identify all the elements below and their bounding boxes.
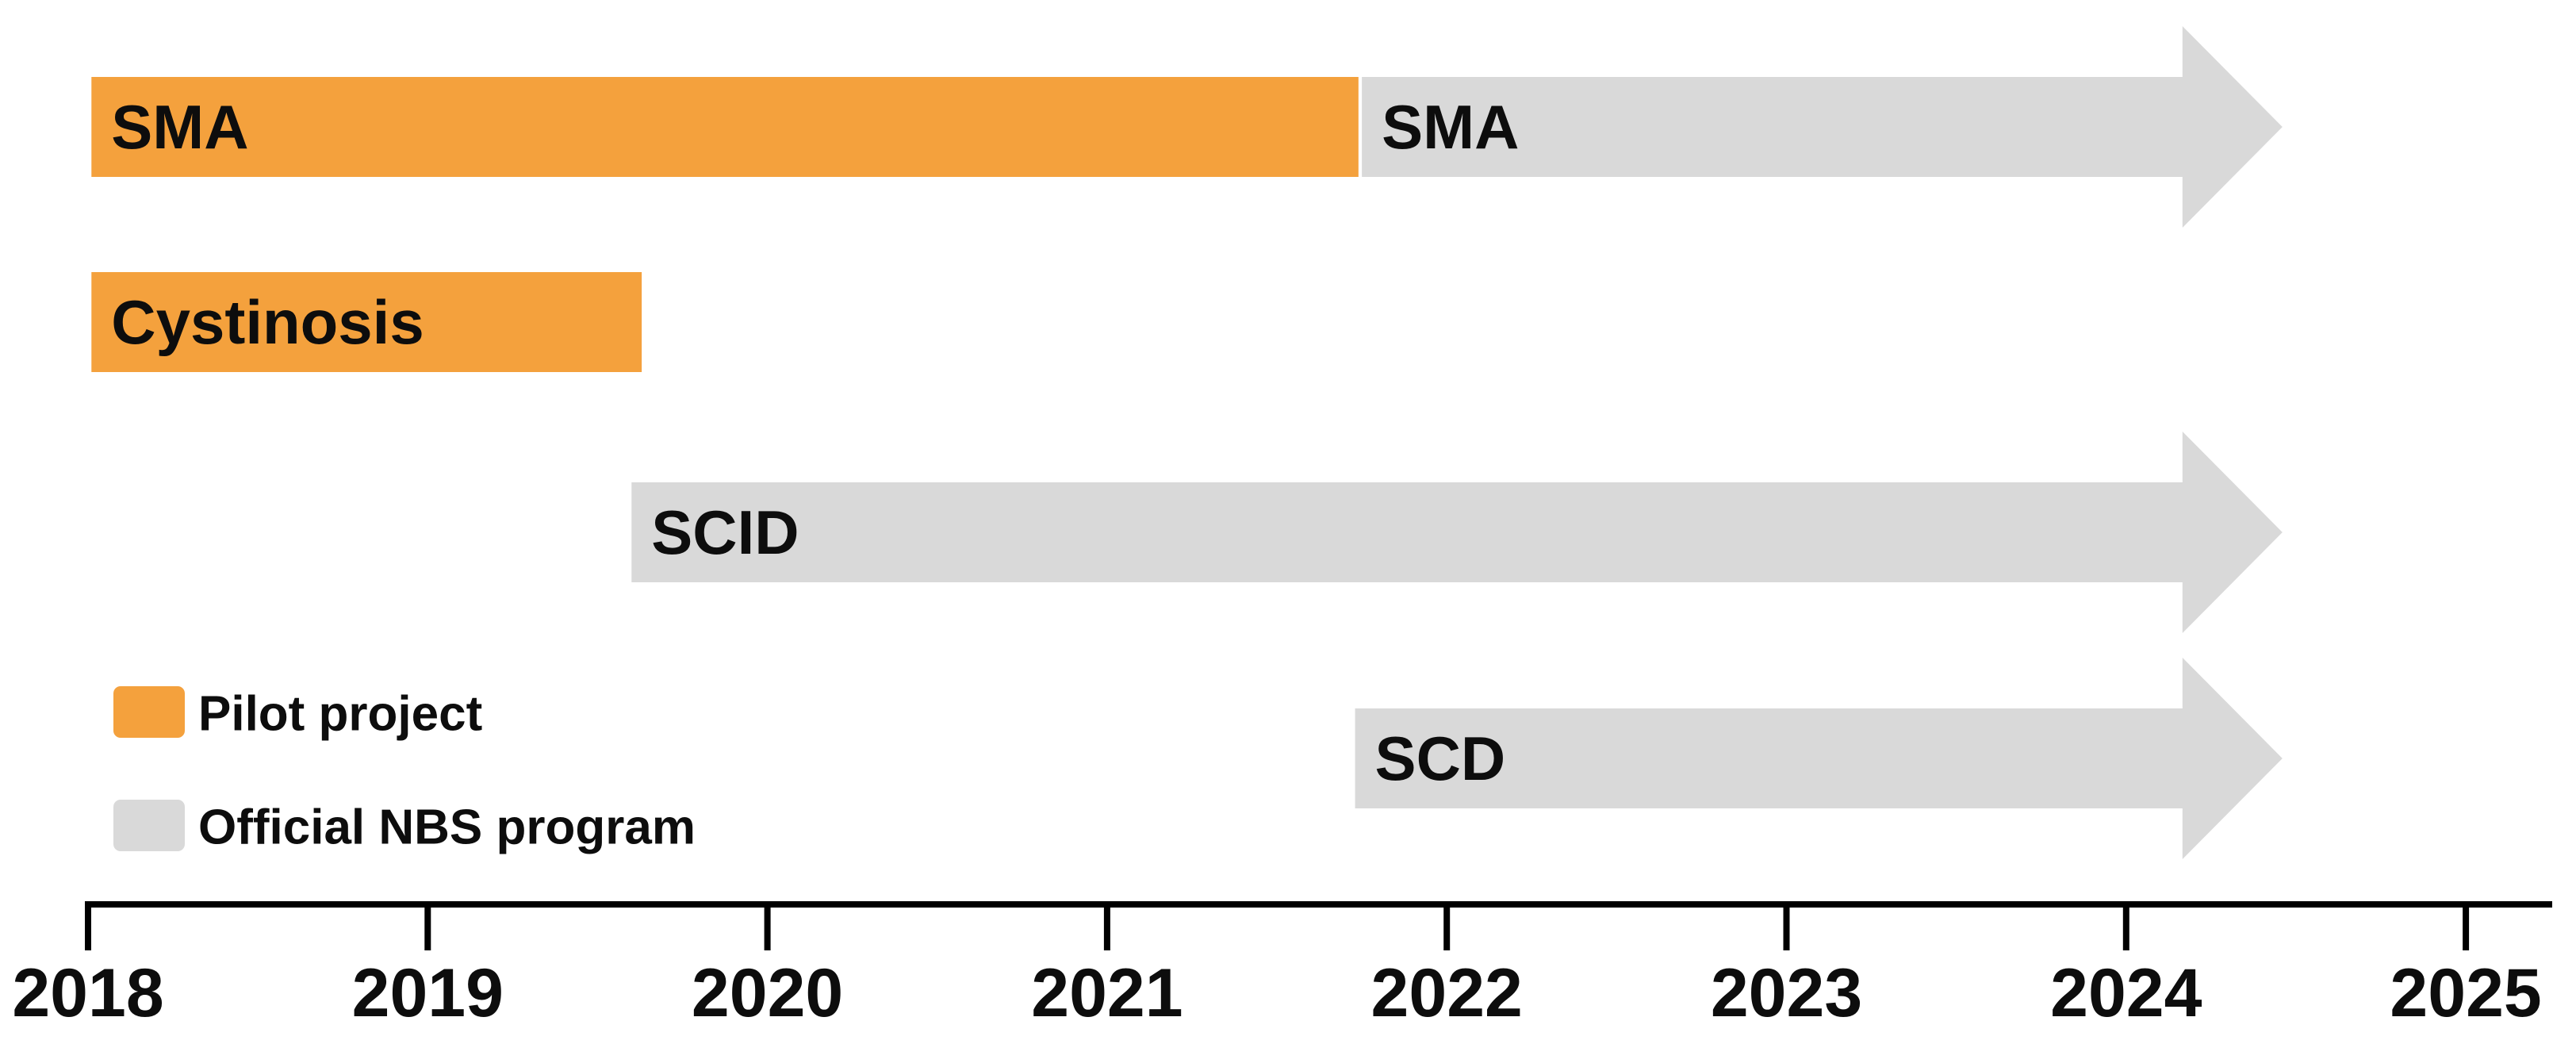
legend-label-pilot-project: Pilot project [198, 687, 482, 742]
x-axis: 2018 2019 2020 2021 2022 2023 2024 2025 [12, 901, 2552, 1031]
axis-tick-label-2021: 2021 [1031, 955, 1183, 1031]
bar-label-scid: SCID [651, 497, 799, 567]
axis-tick-label-2018: 2018 [12, 955, 163, 1031]
axis-tick-label-2022: 2022 [1371, 955, 1523, 1031]
axis-tick-label-2025: 2025 [2390, 955, 2541, 1031]
axis-tick-label-2024: 2024 [2050, 955, 2202, 1031]
legend-label-official-nbs-program: Official NBS program [198, 800, 696, 855]
axis-tick-label-2020: 2020 [692, 955, 843, 1031]
timeline-rows: SMA SMA Cystinosis SCID SCD [91, 26, 2283, 859]
bar-label-sma-1: SMA [1382, 92, 1519, 162]
bar-sma-official-nbs-program [1362, 26, 2283, 228]
bar-label-cystinosis: Cystinosis [111, 287, 424, 357]
axis-tick-label-2023: 2023 [1711, 955, 1862, 1031]
bar-scd-official-nbs-program [1355, 658, 2283, 859]
bar-sma-pilot-project [91, 77, 1359, 177]
legend-swatch-pilot-project [113, 686, 185, 738]
bar-scid-official-nbs-program [631, 432, 2283, 633]
axis-tick-label-2019: 2019 [352, 955, 504, 1031]
bar-label-sma: SMA [111, 92, 248, 162]
bar-label-scd: SCD [1375, 724, 1506, 793]
legend: Pilot project Official NBS program [113, 686, 696, 855]
legend-swatch-official-nbs-program [113, 800, 185, 851]
bar-cystinosis-pilot-project [91, 272, 642, 372]
